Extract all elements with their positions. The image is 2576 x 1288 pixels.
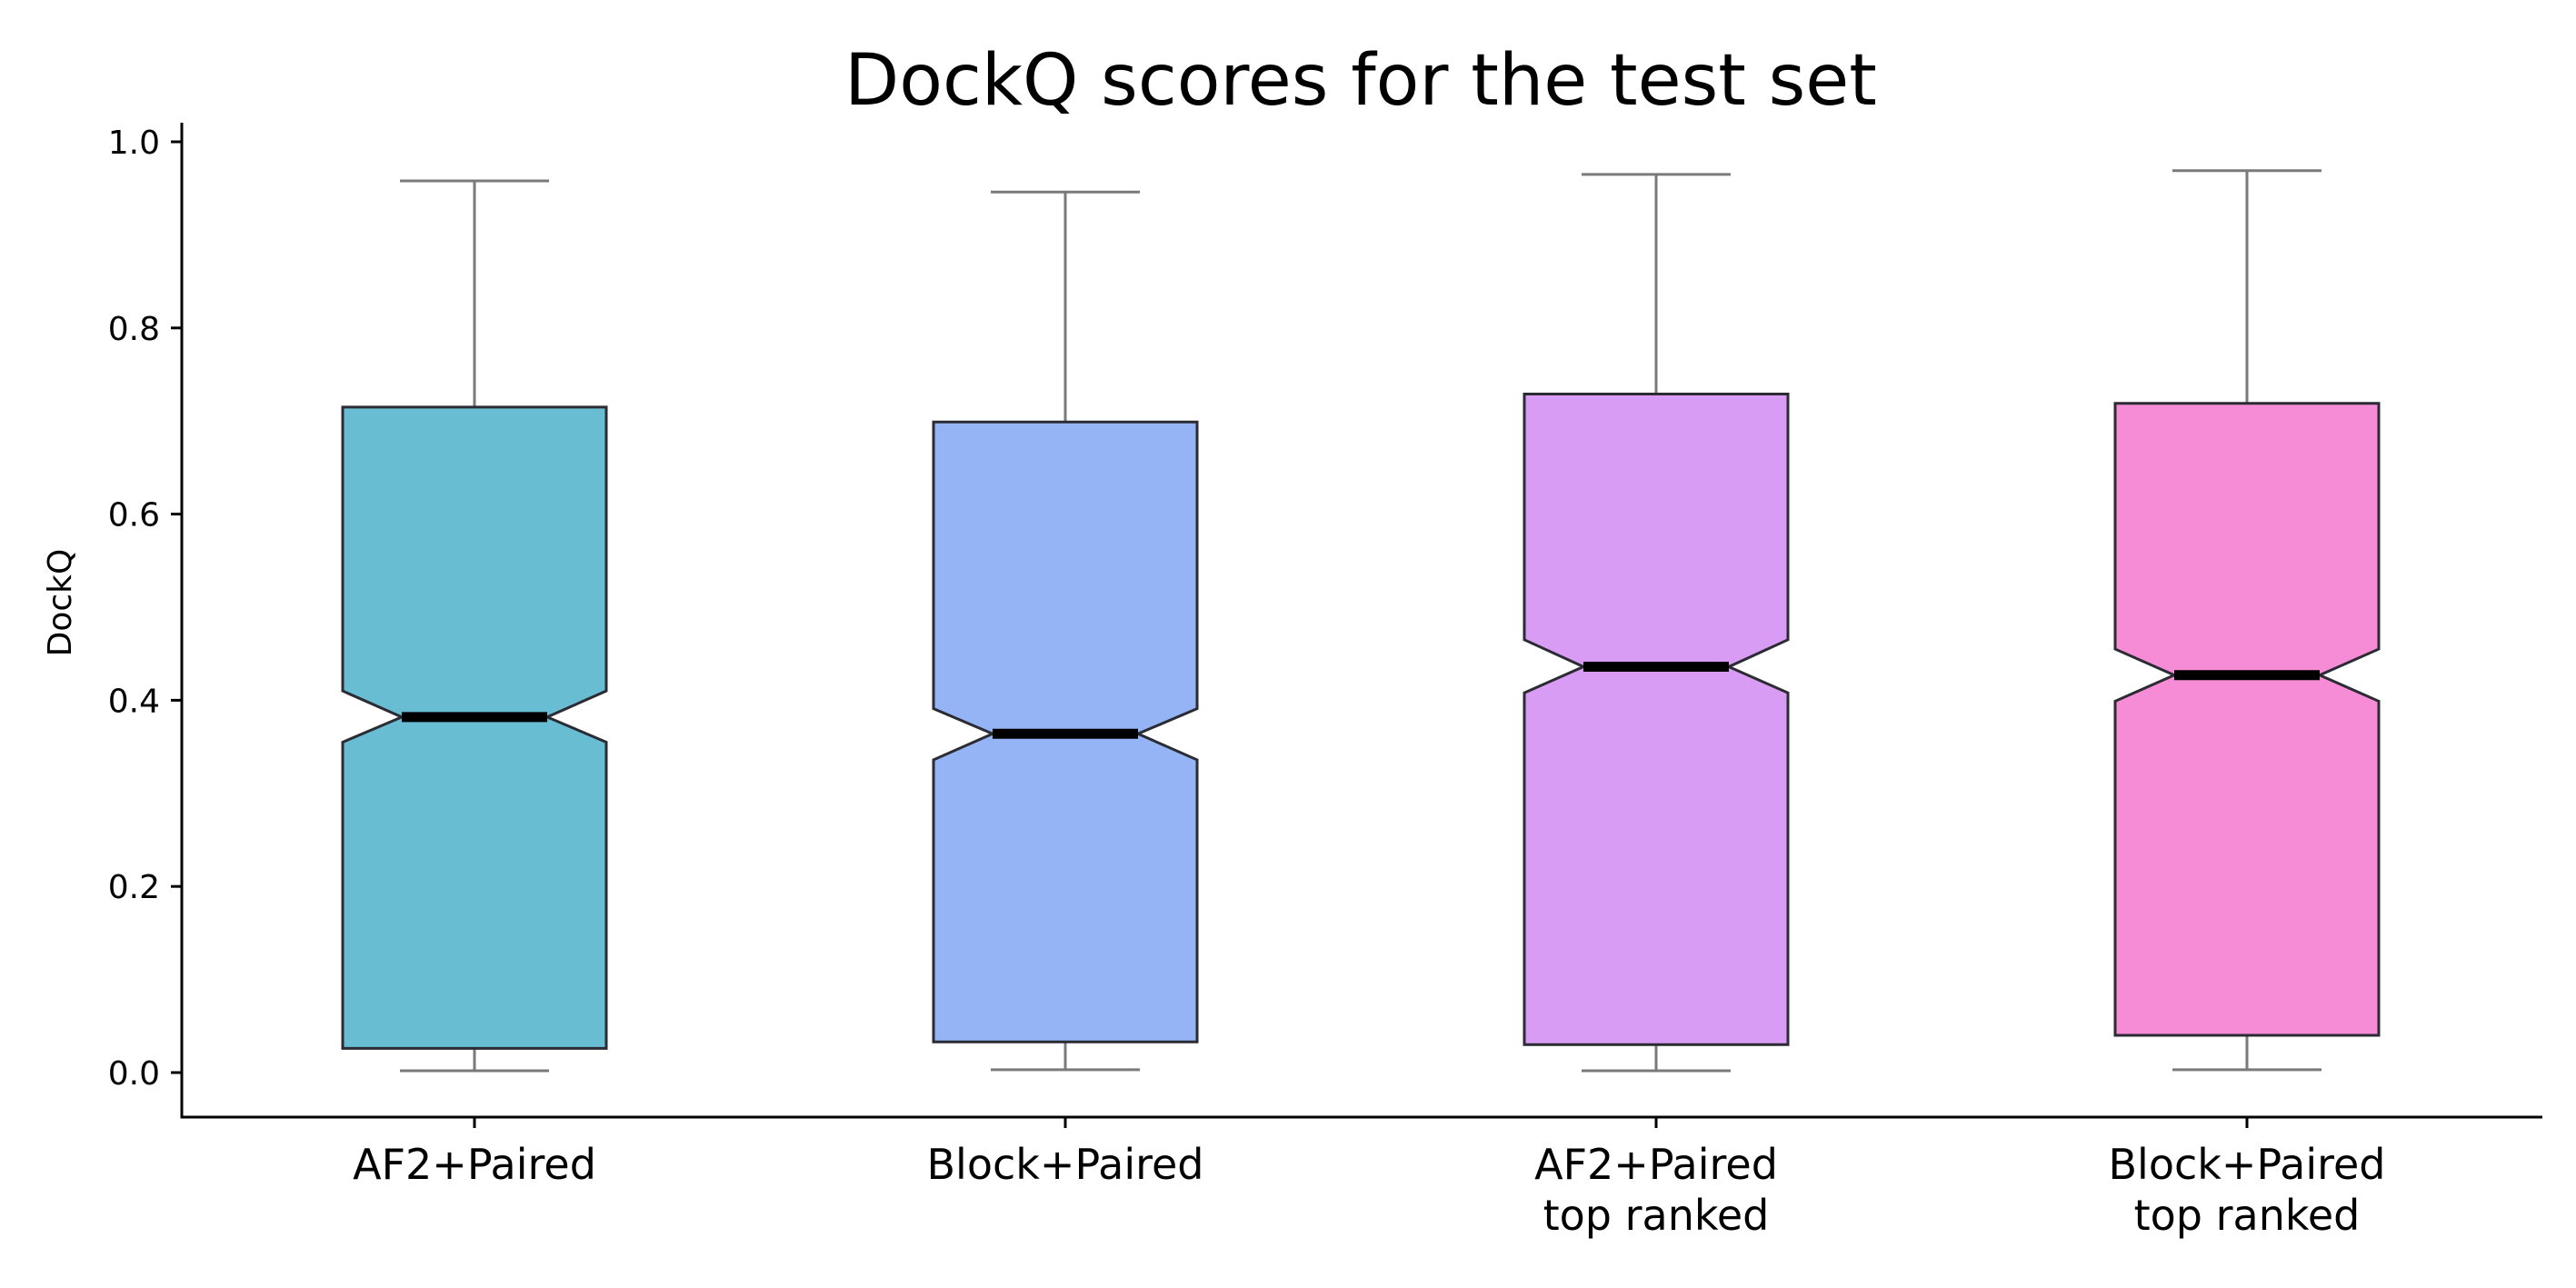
boxes-layer	[341, 169, 2381, 1073]
y-tick-label: 0.2	[108, 869, 160, 906]
box-group	[2113, 169, 2381, 1072]
x-ticks-layer: AF2+Paired Block+Paired AF2+Paired top rank…	[353, 1117, 2386, 1240]
y-tick-label: 0.8	[108, 311, 160, 348]
x-tick-label-line: top ranked	[1543, 1191, 1770, 1240]
y-ticks-layer: 0.0 0.2 0.4 0.6 0.8 1.0	[108, 125, 182, 1093]
x-tick-label: Block+Paired	[927, 1140, 1204, 1189]
y-tick-label: 0.6	[108, 497, 160, 534]
notched-box	[341, 405, 608, 1050]
x-tick-label-line: AF2+Paired	[353, 1140, 596, 1189]
notched-box	[2113, 402, 2381, 1037]
x-tick-label: AF2+Paired	[353, 1140, 596, 1189]
y-tick-label: 0.4	[108, 683, 160, 720]
x-tick-label: Block+Paired top ranked	[2109, 1140, 2386, 1240]
y-tick-label: 1.0	[108, 125, 160, 162]
notched-box	[1523, 393, 1790, 1046]
x-tick-label-line: AF2+Paired	[1534, 1140, 1778, 1189]
box-group	[341, 179, 608, 1073]
box-group	[1523, 173, 1790, 1073]
chart-title: DockQ scores for the test set	[844, 40, 1877, 122]
x-tick-label-line: top ranked	[2134, 1191, 2361, 1240]
x-tick-label-line: Block+Paired	[927, 1140, 1204, 1189]
x-tick-label: AF2+Paired top ranked	[1534, 1140, 1778, 1240]
y-tick-label: 0.0	[108, 1055, 160, 1093]
box-group	[932, 190, 1199, 1072]
y-axis-label: DockQ	[42, 549, 79, 657]
x-tick-label-line: Block+Paired	[2109, 1140, 2386, 1189]
